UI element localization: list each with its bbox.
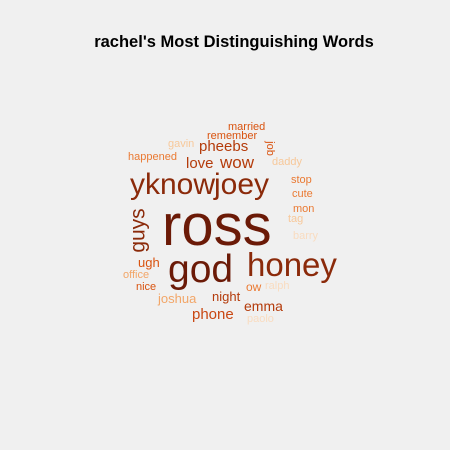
- chart-title: rachel's Most Distinguishing Words: [94, 33, 374, 51]
- word-cute: cute: [292, 188, 313, 200]
- word-tag: tag: [288, 213, 304, 225]
- word-nice: nice: [136, 281, 157, 293]
- word-ralph: ralph: [265, 280, 290, 292]
- word-married: married: [228, 121, 266, 133]
- word-ugh: ugh: [138, 255, 160, 270]
- word-love: love: [186, 155, 214, 172]
- word-daddy: daddy: [272, 156, 302, 168]
- word-honey: honey: [247, 246, 337, 283]
- word-joshua: joshua: [158, 291, 197, 306]
- word-paolo: paolo: [247, 313, 274, 325]
- word-happened: happened: [128, 151, 177, 163]
- word-job: job: [263, 141, 276, 156]
- word-yknow: yknow: [130, 168, 216, 201]
- word-wow: wow: [220, 153, 255, 172]
- word-guys: guys: [126, 208, 150, 253]
- word-night: night: [212, 289, 241, 304]
- word-emma: emma: [244, 298, 283, 314]
- word-ow: ow: [246, 280, 262, 294]
- word-ross: ross: [162, 193, 272, 258]
- word-god: god: [168, 248, 234, 291]
- word-pheebs: pheebs: [199, 138, 249, 155]
- word-remember: remember: [207, 130, 258, 142]
- word-joey: joey: [214, 168, 270, 201]
- word-barry: barry: [293, 230, 319, 242]
- word-office: office: [123, 269, 150, 281]
- word-gavin: gavin: [168, 138, 195, 150]
- word-phone: phone: [192, 306, 234, 323]
- word-stop: stop: [291, 174, 312, 186]
- word-mon: mon: [293, 203, 315, 215]
